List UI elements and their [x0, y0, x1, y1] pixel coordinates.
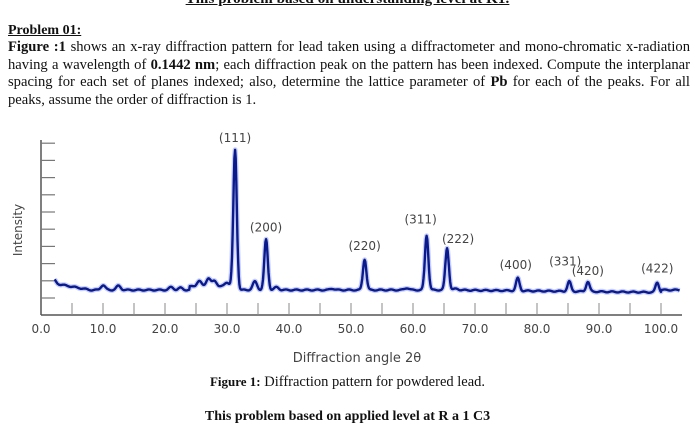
peak-labels: (111) (200) (220) (311) (222) (400) (331)(420)…	[219, 131, 674, 278]
caption-label: Figure 1:	[209, 374, 261, 389]
figure-caption: Figure 1: Diffraction pattern for powder…	[0, 374, 695, 391]
xrd-chart-svg: 0.0 10.0 20.0 30.0 40.0 50.0 60.0 70.0 80.0 90.0 1…	[11, 131, 682, 366]
peak-label: (200)	[250, 221, 282, 235]
x-tick-label: 20.0	[152, 322, 179, 336]
wavelength-value: 0.1442 nm	[150, 56, 216, 73]
x-tick-label: 10.0	[90, 322, 117, 336]
y-axis-ticks	[41, 142, 55, 299]
problem-statement: Figure :1 shows an x-ray diffraction pat…	[8, 39, 690, 109]
peak-label: (422)	[641, 262, 673, 276]
problem-text-1: shows an x-ray diffraction pattern for l…	[8, 39, 690, 73]
y-axis-label: Intensity	[11, 204, 25, 256]
x-tick-label: 40.0	[276, 322, 303, 336]
caption-text: Diffraction pattern for powdered lead.	[260, 374, 486, 390]
x-axis-tick-labels: 0.0 10.0 20.0 30.0 40.0 50.0 60.0 70.0 80.0 90.0 1…	[31, 322, 678, 336]
x-tick-label: 70.0	[462, 322, 489, 336]
problem-title: Problem 01:	[8, 23, 82, 38]
x-tick-label: 0.0	[31, 322, 50, 336]
x-tick-label: 30.0	[214, 322, 241, 336]
xrd-chart: 0.0 10.0 20.0 30.0 40.0 50.0 60.0 70.0 80.0 90.0 1…	[0, 130, 695, 370]
x-tick-label: 60.0	[400, 322, 427, 336]
x-axis-ticks	[71, 303, 662, 315]
peak-label: (220)	[348, 239, 380, 253]
diffraction-pattern-line	[53, 148, 681, 294]
x-tick-label: 80.0	[524, 322, 551, 336]
peak-label: (222)	[442, 232, 474, 246]
x-tick-label: 100.0	[644, 322, 678, 336]
peak-label: (311)	[404, 212, 436, 226]
problem-text-2: ; each diffraction peak on the pattern h…	[8, 56, 690, 91]
x-tick-label: 50.0	[338, 322, 365, 336]
x-tick-label: 90.0	[586, 322, 613, 336]
problem-text-3: for each of the peaks. For all peaks, as…	[8, 74, 690, 108]
element-symbol: Pb	[490, 74, 508, 90]
peak-label: (420)	[572, 264, 604, 278]
peak-label: (111)	[219, 131, 251, 145]
peak-label: (400)	[500, 258, 532, 272]
peak-label: (331)	[549, 255, 581, 269]
footer-level-note: This problem based on applied level at R…	[204, 409, 491, 424]
header-level-note: This problem based on understanding leve…	[0, 0, 695, 8]
figure-reference: Figure :1	[8, 39, 66, 55]
x-axis-label: Diffraction angle 2θ	[293, 351, 422, 366]
